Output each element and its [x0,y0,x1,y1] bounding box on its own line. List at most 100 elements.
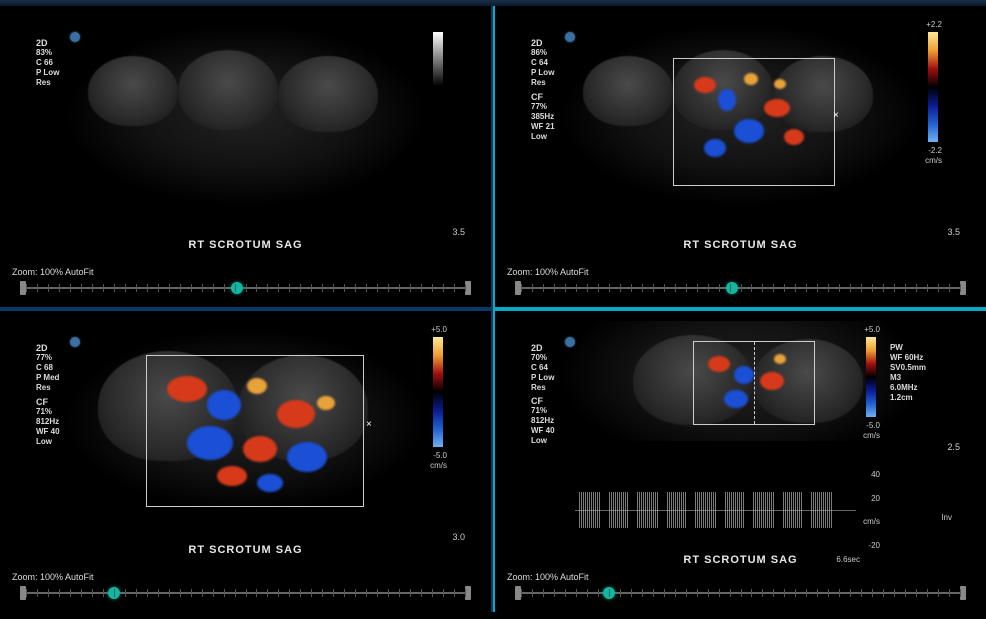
param-line: C 66 [36,58,59,68]
ultrasound-image: × [523,16,958,236]
color-bar-top-value: +5.0 [864,325,880,334]
grayscale-bar-icon [433,32,443,86]
spectrum-y-axis: 40 20 cm/s -20 [863,470,880,550]
zoom-label: Zoom: 100% AutoFit [507,572,589,582]
panel-top-left[interactable]: 2D 83% C 66 P Low Res 3.5 RT SCROTUM SAG… [0,6,493,309]
param-line: P Low [531,373,555,383]
param-line: 6.0MHz [890,383,926,393]
roi-cross-icon: × [366,421,374,429]
pw-params: PW WF 60Hz SV0.5mm M3 6.0MHz 1.2cm [890,343,926,403]
param-line: WF 40 [531,426,555,436]
panel-bottom-left[interactable]: × 2D 77% C 68 P Med Res CF 71% 812Hz WF … [0,309,493,612]
mode-label: 2D [531,38,555,48]
param-line: 812Hz [531,416,555,426]
ultrasound-image [28,16,463,236]
color-bar-unit: cm/s [430,461,447,470]
param-line: 86% [531,48,555,58]
slider-thumb[interactable] [726,282,738,294]
scan-params: 2D 77% C 68 P Med Res CF 71% 812Hz WF 40… [36,343,60,447]
doppler-roi-box[interactable] [673,58,835,186]
param-line: C 68 [36,363,60,373]
depth-value: 3.5 [947,227,960,237]
orientation-marker-icon [565,337,575,347]
color-bar-unit: cm/s [925,156,942,165]
mode-label: 2D [36,38,59,48]
doppler-roi-box[interactable] [693,341,815,425]
param-line: C 64 [531,58,555,68]
param-line: WF 60Hz [890,353,926,363]
param-line: WF 21 [531,122,555,132]
orientation-marker-icon [565,32,575,42]
cine-slider[interactable] [26,588,465,598]
param-line: 83% [36,48,59,58]
mode-label: 2D [36,343,60,353]
doppler-roi-box[interactable] [146,355,364,507]
ultrasound-image: × [28,321,463,541]
param-line: C 64 [531,363,555,373]
inv-label: Inv [941,513,952,522]
param-line: 70% [531,353,555,363]
color-bar-top-value: +5.0 [431,325,447,334]
param-line: 71% [36,407,60,417]
sample-gate-line-icon [754,342,755,424]
cf-label: CF [531,92,555,102]
scan-params: 2D 83% C 66 P Low Res [36,38,59,88]
param-line: Low [531,436,555,446]
param-line: WF 40 [36,427,60,437]
spectral-doppler: 40 20 cm/s -20 6.6sec [575,470,856,550]
cf-label: CF [36,397,60,407]
param-line: Res [36,78,59,88]
y-tick: 40 [863,470,880,479]
cine-slider[interactable] [26,283,465,293]
color-bar-icon [433,337,443,447]
color-bar-unit: cm/s [863,431,880,440]
param-line: 1.2cm [890,393,926,403]
view-label: RT SCROTUM SAG [188,544,302,556]
scan-params: 2D 70% C 64 P Low Res CF 71% 812Hz WF 40… [531,343,555,446]
panel-top-right[interactable]: × 2D 86% C 64 P Low Res CF 77% 385Hz WF … [493,6,986,309]
pw-label: PW [890,343,926,353]
param-line: M3 [890,373,926,383]
depth-value: 3.0 [452,532,465,542]
param-line: Low [36,437,60,447]
color-bar-bot-value: -5.0 [866,421,880,430]
spectrum-x-end: 6.6sec [836,555,860,564]
y-tick: 20 [863,494,880,503]
color-bar-bot-value: -2.2 [928,146,942,155]
zoom-label: Zoom: 100% AutoFit [507,267,589,277]
param-line: P Med [36,373,60,383]
zoom-label: Zoom: 100% AutoFit [12,267,94,277]
zoom-label: Zoom: 100% AutoFit [12,572,94,582]
panel-bottom-right[interactable]: 2D 70% C 64 P Low Res CF 71% 812Hz WF 40… [493,309,986,612]
orientation-marker-icon [70,32,80,42]
param-line: Res [531,78,555,88]
param-line: 385Hz [531,112,555,122]
cine-slider[interactable] [521,283,960,293]
param-line: P Low [531,68,555,78]
color-bar-bot-value: -5.0 [433,451,447,460]
cine-slider[interactable] [521,588,960,598]
param-line: P Low [36,68,59,78]
view-label: RT SCROTUM SAG [188,239,302,251]
depth-value: 2.5 [947,442,960,452]
color-bar-top-value: +2.2 [926,20,942,29]
scan-params: 2D 86% C 64 P Low Res CF 77% 385Hz WF 21… [531,38,555,142]
param-line: 77% [531,102,555,112]
param-line: SV0.5mm [890,363,926,373]
param-line: 812Hz [36,417,60,427]
quad-grid: 2D 83% C 66 P Low Res 3.5 RT SCROTUM SAG… [0,6,986,612]
cf-label: CF [531,396,555,406]
depth-value: 3.5 [452,227,465,237]
mode-label: 2D [531,343,555,353]
param-line: 71% [531,406,555,416]
view-label: RT SCROTUM SAG [683,239,797,251]
orientation-marker-icon [70,337,80,347]
param-line: Low [531,132,555,142]
color-bar-icon [866,337,876,417]
param-line: Res [531,383,555,393]
y-tick: cm/s [863,517,880,526]
slider-thumb[interactable] [231,282,243,294]
param-line: 77% [36,353,60,363]
view-label: RT SCROTUM SAG [683,554,797,566]
roi-cross-icon: × [833,112,841,120]
